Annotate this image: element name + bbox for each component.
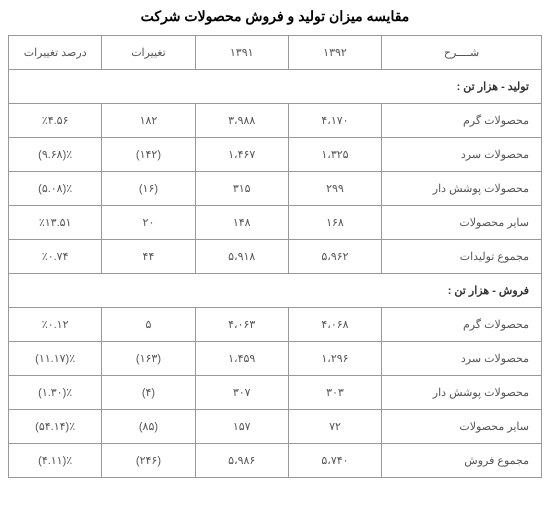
table-row: محصولات گرم۴،۱۷۰۳،۹۸۸۱۸۲٪۴.۵۶	[9, 104, 542, 138]
cell-desc: سایر محصولات	[382, 410, 542, 444]
table-row: محصولات پوشش دار۲۹۹۳۱۵(۱۶)٪(۵.۰۸)	[9, 172, 542, 206]
cell-desc: محصولات گرم	[382, 104, 542, 138]
cell-desc: محصولات پوشش دار	[382, 172, 542, 206]
data-table: شــــرح ۱۳۹۲ ۱۳۹۱ تغییرات درصد تغییرات ت…	[8, 35, 542, 478]
table-row: محصولات سرد۱،۳۲۵۱،۴۶۷(۱۴۲)٪(۹.۶۸)	[9, 138, 542, 172]
table-row: محصولات گرم۴،۰۶۸۴،۰۶۳۵٪۰.۱۲	[9, 308, 542, 342]
section-header: تولید - هزار تن :	[9, 70, 542, 104]
page-title: مقایسه میزان تولید و فروش محصولات شرکت	[8, 8, 542, 25]
table-row: مجموع فروش۵،۷۴۰۵،۹۸۶(۲۴۶)٪(۴.۱۱)	[9, 444, 542, 478]
cell-changes: (۱۶۳)	[102, 342, 195, 376]
cell-desc: محصولات پوشش دار	[382, 376, 542, 410]
cell-desc: محصولات سرد	[382, 138, 542, 172]
cell-changes: ۵	[102, 308, 195, 342]
cell-1392: ۳۰۳	[288, 376, 381, 410]
cell-pct: ٪(۵۴.۱۴)	[9, 410, 102, 444]
cell-1391: ۳،۹۸۸	[195, 104, 288, 138]
cell-pct: ٪(۹.۶۸)	[9, 138, 102, 172]
cell-pct: ٪۱۳.۵۱	[9, 206, 102, 240]
cell-changes: (۴)	[102, 376, 195, 410]
cell-1391: ۱۵۷	[195, 410, 288, 444]
table-row: سایر محصولات۷۲۱۵۷(۸۵)٪(۵۴.۱۴)	[9, 410, 542, 444]
header-changes: تغییرات	[102, 36, 195, 70]
cell-changes: (۸۵)	[102, 410, 195, 444]
cell-1392: ۵،۷۴۰	[288, 444, 381, 478]
cell-desc: مجموع فروش	[382, 444, 542, 478]
cell-changes: ۴۴	[102, 240, 195, 274]
cell-1391: ۴،۰۶۳	[195, 308, 288, 342]
header-1391: ۱۳۹۱	[195, 36, 288, 70]
cell-1391: ۱،۴۶۷	[195, 138, 288, 172]
cell-1391: ۳۱۵	[195, 172, 288, 206]
cell-1392: ۱،۳۲۵	[288, 138, 381, 172]
cell-1392: ۱،۲۹۶	[288, 342, 381, 376]
cell-1391: ۵،۹۱۸	[195, 240, 288, 274]
cell-1391: ۵،۹۸۶	[195, 444, 288, 478]
cell-1392: ۵،۹۶۲	[288, 240, 381, 274]
cell-changes: ۲۰	[102, 206, 195, 240]
cell-pct: ٪(۱۱.۱۷)	[9, 342, 102, 376]
cell-pct: ٪۰.۷۴	[9, 240, 102, 274]
cell-pct: ٪(۱.۳۰)	[9, 376, 102, 410]
cell-desc: سایر محصولات	[382, 206, 542, 240]
section-title: فروش - هزار تن :	[9, 274, 542, 308]
cell-1392: ۲۹۹	[288, 172, 381, 206]
cell-1392: ۴،۰۶۸	[288, 308, 381, 342]
cell-pct: ٪(۴.۱۱)	[9, 444, 102, 478]
header-desc: شــــرح	[382, 36, 542, 70]
header-1392: ۱۳۹۲	[288, 36, 381, 70]
cell-desc: مجموع تولیدات	[382, 240, 542, 274]
cell-1391: ۳۰۷	[195, 376, 288, 410]
section-title: تولید - هزار تن :	[9, 70, 542, 104]
table-row: مجموع تولیدات۵،۹۶۲۵،۹۱۸۴۴٪۰.۷۴	[9, 240, 542, 274]
cell-1392: ۷۲	[288, 410, 381, 444]
cell-changes: (۱۴۲)	[102, 138, 195, 172]
header-pct: درصد تغییرات	[9, 36, 102, 70]
cell-pct: ٪۰.۱۲	[9, 308, 102, 342]
table-row: سایر محصولات۱۶۸۱۴۸۲۰٪۱۳.۵۱	[9, 206, 542, 240]
cell-1391: ۱۴۸	[195, 206, 288, 240]
cell-1392: ۴،۱۷۰	[288, 104, 381, 138]
cell-changes: (۱۶)	[102, 172, 195, 206]
cell-desc: محصولات گرم	[382, 308, 542, 342]
section-header: فروش - هزار تن :	[9, 274, 542, 308]
table-row: محصولات سرد۱،۲۹۶۱،۴۵۹(۱۶۳)٪(۱۱.۱۷)	[9, 342, 542, 376]
header-row: شــــرح ۱۳۹۲ ۱۳۹۱ تغییرات درصد تغییرات	[9, 36, 542, 70]
cell-pct: ٪(۵.۰۸)	[9, 172, 102, 206]
cell-desc: محصولات سرد	[382, 342, 542, 376]
cell-1392: ۱۶۸	[288, 206, 381, 240]
cell-changes: ۱۸۲	[102, 104, 195, 138]
cell-1391: ۱،۴۵۹	[195, 342, 288, 376]
table-row: محصولات پوشش دار۳۰۳۳۰۷(۴)٪(۱.۳۰)	[9, 376, 542, 410]
cell-pct: ٪۴.۵۶	[9, 104, 102, 138]
cell-changes: (۲۴۶)	[102, 444, 195, 478]
